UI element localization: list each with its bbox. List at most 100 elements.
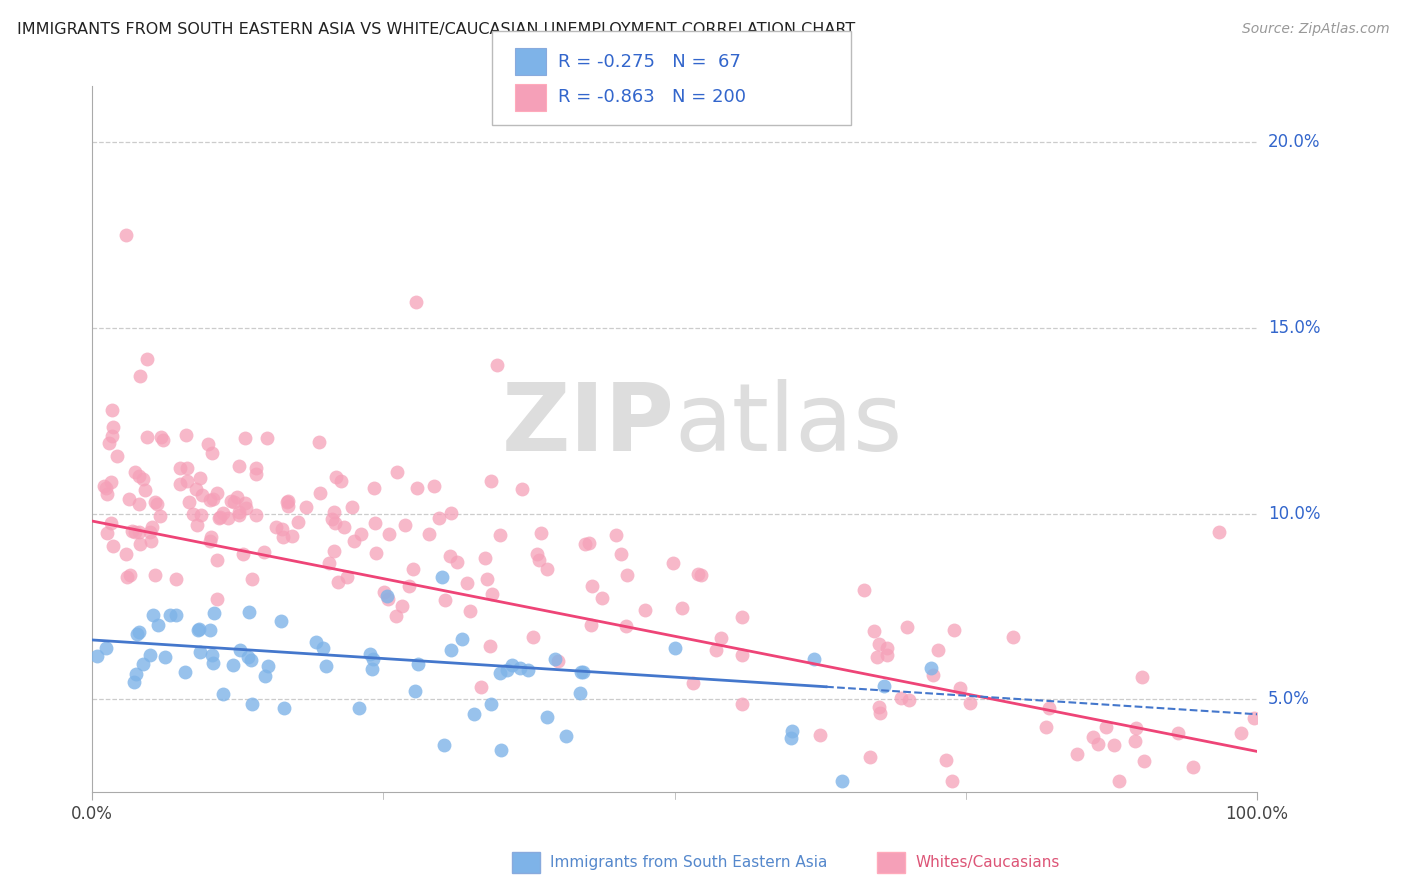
Point [264,520,287,534]
Point [257,658,280,673]
Point [128,369,150,384]
Point [780,731,803,745]
Point [287,516,309,530]
Point [517,664,540,678]
Point [876,641,898,656]
Point [198,492,221,507]
Point [191,488,214,502]
Point [569,686,592,700]
Point [132,657,155,671]
Point [273,700,295,714]
Point [478,639,501,653]
Point [430,570,453,584]
Point [360,662,382,676]
Text: IMMIGRANTS FROM SOUTH EASTERN ASIA VS WHITE/CAUCASIAN UNEMPLOYMENT CORRELATION C: IMMIGRANTS FROM SOUTH EASTERN ASIA VS WH… [17,22,855,37]
Point [103,420,125,434]
Point [1181,760,1204,774]
Point [188,622,211,636]
Point [276,495,298,509]
Point [176,474,198,488]
Point [440,642,463,657]
Point [236,650,259,665]
Point [477,573,499,587]
Point [555,729,578,743]
Point [633,603,655,617]
Point [536,562,558,576]
Point [143,495,166,509]
Point [578,536,600,550]
Point [544,652,567,666]
Point [731,648,754,663]
Point [128,536,150,550]
Point [489,666,512,681]
Point [245,508,267,522]
Point [347,701,370,715]
Point [159,608,181,623]
Point [153,649,176,664]
Point [208,511,231,525]
Point [98,436,121,450]
Point [526,547,548,561]
Point [363,516,385,531]
Point [177,495,200,509]
Point [808,728,831,742]
Point [217,511,239,525]
Point [94,481,117,495]
Point [803,652,825,666]
Point [202,657,225,671]
Point [128,498,150,512]
Point [375,589,398,603]
Point [574,537,596,551]
Point [308,486,330,500]
Point [205,553,228,567]
Point [141,608,163,623]
Point [322,544,344,558]
Point [605,527,627,541]
Point [165,607,187,622]
Point [245,460,267,475]
Point [876,648,898,662]
Point [212,507,235,521]
Point [141,520,163,534]
Point [136,430,159,444]
Point [495,663,517,677]
Point [200,446,222,460]
Point [481,587,503,601]
Point [385,465,408,479]
Point [935,753,957,767]
Point [853,583,876,598]
Point [254,668,277,682]
Point [433,739,456,753]
Point [1108,774,1130,789]
Point [941,774,963,789]
Point [198,533,221,548]
Point [572,665,595,680]
Point [359,648,381,662]
Point [433,592,456,607]
Point [427,510,450,524]
Point [479,475,502,489]
Point [132,472,155,486]
Point [402,562,425,576]
Point [859,749,882,764]
Point [219,494,242,508]
Point [509,660,531,674]
Point [93,479,115,493]
Point [124,465,146,479]
Point [943,623,966,637]
Point [869,700,891,714]
Point [664,640,686,655]
Point [326,575,349,590]
Point [253,544,276,558]
Point [688,567,710,582]
Point [149,509,172,524]
Point [198,624,221,638]
Point [115,570,138,584]
Point [270,615,292,629]
Point [342,500,364,514]
Point [689,567,711,582]
Point [1208,525,1230,540]
Point [831,774,853,789]
Point [271,530,294,544]
Point [201,648,224,662]
